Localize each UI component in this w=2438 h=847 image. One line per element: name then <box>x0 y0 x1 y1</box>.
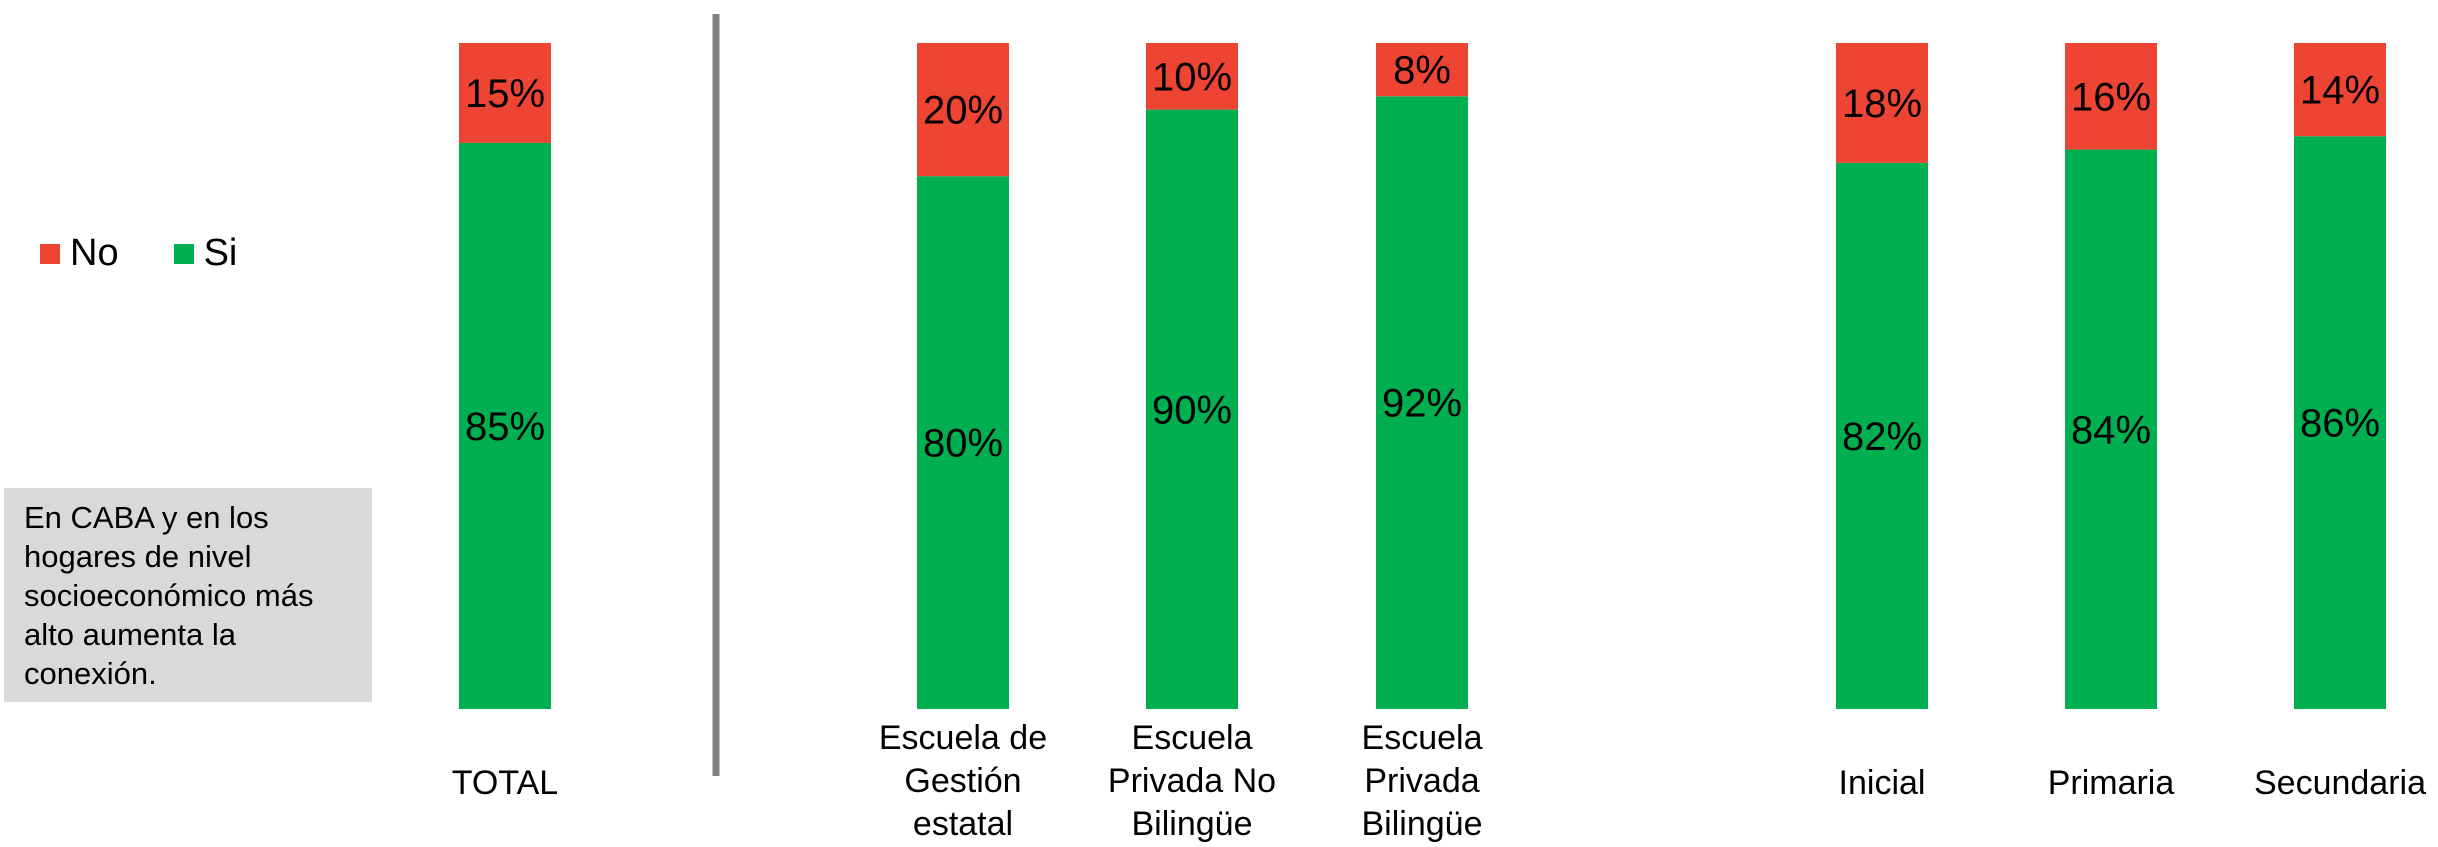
value-label-no-0: 15% <box>465 72 545 116</box>
bar-si-0 <box>459 142 551 709</box>
category-label-0: TOTAL <box>452 764 558 802</box>
value-label-si-2: 90% <box>1152 388 1232 432</box>
value-label-no-3: 8% <box>1393 49 1451 93</box>
bar-no-2 <box>1146 43 1238 110</box>
bar-no-5 <box>2065 43 2157 150</box>
legend-label-no: No <box>70 232 119 274</box>
bar-no-3 <box>1376 43 1468 97</box>
bar-si-5 <box>2065 149 2157 709</box>
value-label-no-4: 18% <box>1842 82 1922 126</box>
bar-no-0 <box>459 43 551 143</box>
note-text: En CABA y en los hogares de nivel socioe… <box>24 500 314 691</box>
value-label-no-2: 10% <box>1152 55 1232 99</box>
value-label-no-5: 16% <box>2071 75 2151 119</box>
value-label-si-5: 84% <box>2071 408 2151 452</box>
value-label-si-3: 92% <box>1382 382 1462 426</box>
value-label-si-1: 80% <box>923 422 1003 466</box>
bar-si-2 <box>1146 109 1238 710</box>
value-label-si-4: 82% <box>1842 415 1922 459</box>
bar-si-4 <box>1836 162 1928 709</box>
category-label-5: Primaria <box>2048 764 2175 802</box>
legend-swatch-si <box>173 243 194 264</box>
legend-swatch-no <box>40 243 60 264</box>
bar-no-4 <box>1836 43 1928 163</box>
value-label-no-1: 20% <box>923 89 1003 133</box>
bar-si-6 <box>2294 136 2386 710</box>
category-label-3: Escuela Privada Bilingüe <box>1362 719 1483 843</box>
category-label-1: Escuela de Gestión estatal <box>879 719 1047 843</box>
value-label-no-6: 14% <box>2300 69 2380 113</box>
legend: No Si <box>40 232 292 275</box>
category-label-2: Escuela Privada No Bilingüe <box>1108 719 1276 843</box>
category-label-6: Secundaria <box>2254 764 2426 802</box>
value-label-si-0: 85% <box>465 405 545 449</box>
note-box: En CABA y en los hogares de nivel socioe… <box>4 488 372 702</box>
category-label-4: Inicial <box>1839 764 1926 802</box>
legend-label-si: Si <box>203 232 238 274</box>
bar-no-6 <box>2294 43 2386 137</box>
legend-item-si: Si <box>173 232 238 275</box>
bar-si-1 <box>917 176 1009 709</box>
bar-no-1 <box>917 43 1009 177</box>
bar-si-3 <box>1376 96 1468 709</box>
value-label-si-6: 86% <box>2300 402 2380 446</box>
legend-item-no: No <box>40 232 119 275</box>
